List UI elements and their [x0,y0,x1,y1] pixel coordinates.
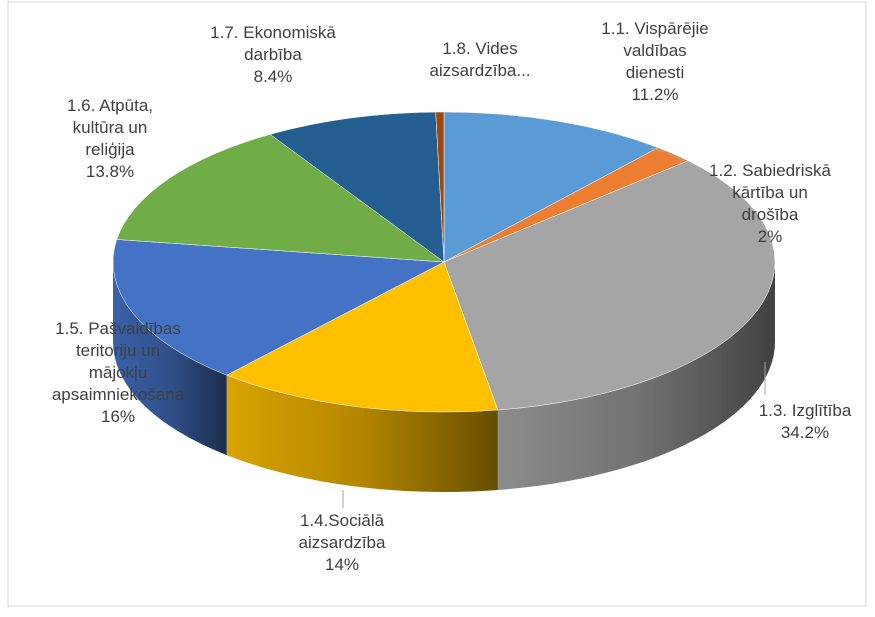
slice [443,111,659,263]
data-label: 1.7. Ekonomiskā darbība 8.4% [203,22,343,88]
category-label: 1.4.Sociālā aizsardzība [298,511,386,552]
slice [116,134,445,263]
leader-line [649,147,666,153]
data-label: 1.6. Atpūta, kultūra un reliģija 13.8% [50,95,170,183]
slice [112,239,445,376]
category-label: 1.8. Vides aizsardzība... [429,39,531,80]
value-label: 2% [757,227,783,246]
slice [443,160,776,411]
data-label: 1.8. Vides aizsardzība... [415,38,545,82]
category-label: 1.7. Ekonomiskā darbība [210,23,336,64]
category-label: 1.1. Vispārējie valdības dienesti [601,19,709,82]
slice [226,261,499,413]
category-label: 1.6. Atpūta, kultūra un reliģija [66,96,153,159]
data-label: 1.2. Sabiedriskā kārtība un drošība 2% [708,160,833,248]
category-label: 1.3. Izglītība [758,401,852,420]
value-label: 8.4% [253,67,293,86]
leader-line [667,152,706,173]
data-label: 1.3. Izglītība 34.2% [735,400,875,444]
slice-side [497,262,775,491]
data-label: 1.5. Pašvaldības teritoriju un mājokļu a… [48,318,188,428]
value-label: 13.8% [85,162,135,181]
data-label: 1.4.Sociālā aizsardzība 14% [287,510,397,576]
value-label: 14% [324,555,360,574]
pie [112,111,776,493]
slice [435,111,445,263]
slice [269,111,445,263]
category-label: 1.5. Pašvaldības teritoriju un mājokļu a… [51,319,185,404]
value-label: 34.2% [780,423,830,442]
data-label: 1.1. Vispārējie valdības dienesti 11.2% [599,18,711,106]
category-label: 1.2. Sabiedriskā kārtība un drošība [709,161,831,224]
slice-side [113,262,227,456]
slice-side [226,375,498,493]
value-label: 11.2% [631,85,679,104]
value-label: 16% [100,407,136,426]
